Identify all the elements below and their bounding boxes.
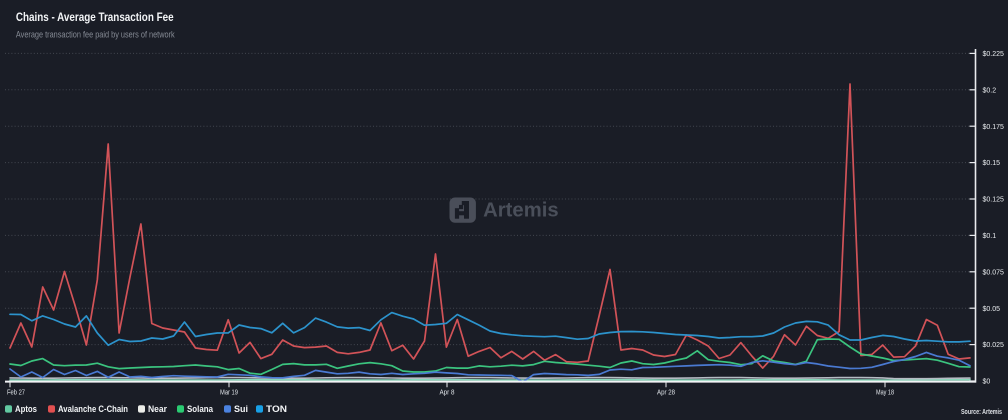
svg-text:$0.025: $0.025 (983, 342, 1005, 349)
svg-text:$0.125: $0.125 (983, 197, 1005, 204)
svg-text:May 18: May 18 (876, 388, 894, 397)
svg-text:$0.2: $0.2 (983, 87, 997, 94)
svg-text:$0.1: $0.1 (983, 233, 997, 240)
svg-text:$0: $0 (983, 379, 991, 386)
svg-text:Artemis: Artemis (483, 200, 558, 222)
svg-text:Aptos: Aptos (15, 404, 37, 415)
svg-text:Source: Artemis: Source: Artemis (961, 409, 1002, 416)
svg-text:$0.225: $0.225 (983, 51, 1005, 58)
svg-text:$0.175: $0.175 (983, 124, 1005, 131)
svg-text:$0.15: $0.15 (983, 160, 1001, 167)
svg-text:Near: Near (148, 404, 167, 415)
svg-text:TON: TON (266, 404, 287, 415)
svg-text:$0.05: $0.05 (983, 306, 1001, 313)
svg-text:Mar 19: Mar 19 (220, 388, 238, 397)
svg-text:Chains - Average Transaction F: Chains - Average Transaction Fee (16, 10, 174, 24)
svg-text:Apr 28: Apr 28 (657, 388, 675, 397)
svg-text:Average transaction fee paid b: Average transaction fee paid by users of… (16, 30, 175, 41)
svg-text:$0.075: $0.075 (983, 269, 1005, 276)
svg-text:Feb 27: Feb 27 (7, 388, 25, 397)
svg-text:Avalanche C-Chain: Avalanche C-Chain (58, 404, 128, 415)
svg-text:Solana: Solana (187, 404, 214, 415)
svg-text:Sui: Sui (234, 404, 248, 415)
svg-text:Apr 8: Apr 8 (440, 388, 455, 397)
